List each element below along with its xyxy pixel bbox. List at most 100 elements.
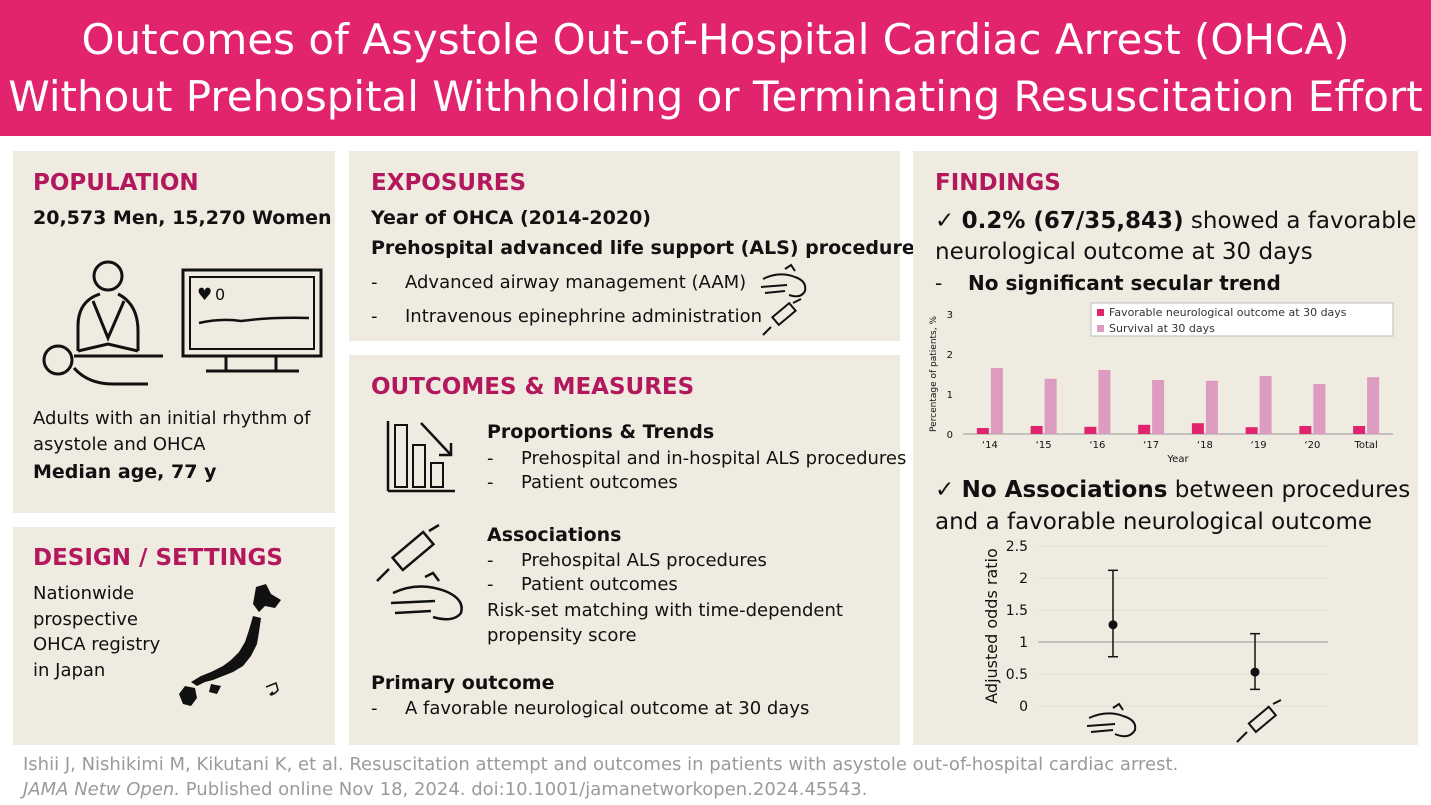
design-line-1: Nationwide (33, 583, 135, 604)
x-tick-label: ‘16 (1089, 440, 1105, 451)
primary-outcome-title: Primary outcome (371, 672, 555, 694)
x-tick-label: ‘18 (1197, 440, 1213, 451)
risk-set-line-2: propensity score (487, 625, 637, 646)
bar-survival (990, 368, 1003, 434)
x-tick-label: Total (1353, 440, 1377, 451)
title-line-2: Without Prehospital Withholding or Termi… (8, 72, 1423, 121)
design-line-3: OHCA registry (33, 634, 161, 655)
legend-swatch (1097, 325, 1104, 332)
outcomes-panel: OUTCOMES & MEASURES Proportions & Trends… (349, 355, 906, 745)
associations-bullet-1: Prehospital ALS procedures (521, 550, 767, 571)
title-banner: Outcomes of Asystole Out-of-Hospital Car… (0, 0, 1431, 136)
x-tick-label: ‘17 (1143, 440, 1159, 451)
monitor-value: 0 (215, 285, 225, 304)
exposures-heading: EXPOSURES (371, 170, 527, 196)
design-line-4: in Japan (33, 660, 106, 681)
syringe-needle (1236, 731, 1248, 743)
exposures-panel: EXPOSURES Year of OHCA (2014-2020) Preho… (349, 151, 926, 341)
x-axis-title: Year (1166, 454, 1189, 465)
svg-text:♥: ♥ (197, 285, 212, 305)
bullet-dash: - (371, 306, 378, 327)
bullet-dash: - (487, 472, 494, 493)
syringe-icon (762, 298, 802, 336)
bar-survival (1098, 370, 1111, 434)
finding-2-line-1: ✓ No Associations between procedures (935, 475, 1410, 505)
exposures-als: Prehospital advanced life support (ALS) … (371, 237, 927, 259)
design-heading: DESIGN / SETTINGS (33, 545, 283, 571)
risk-set-line-1: Risk-set matching with time-dependent (487, 600, 843, 621)
bar-favorable (1084, 426, 1097, 434)
y-axis-title: Percentage of patients, % (929, 316, 939, 432)
y-tick-label: 3 (947, 310, 953, 321)
y-tick-label: 2 (947, 350, 953, 361)
bar-favorable (1030, 426, 1043, 434)
y-tick-label: 0 (1019, 699, 1028, 715)
monitor-icon: ♥ 0 (181, 268, 323, 373)
finding-2-text: between procedures (1167, 477, 1411, 503)
bar-favorable (1245, 427, 1258, 434)
y-tick-label: 1.5 (1006, 603, 1028, 619)
airway-icon (760, 263, 807, 298)
bullet-dash: - (371, 698, 378, 719)
syringe-icon (1236, 699, 1282, 743)
syringe-barrel (1247, 705, 1278, 734)
legend-box (1090, 302, 1394, 337)
y-axis-title: Adjusted odds ratio (982, 548, 1001, 704)
population-counts: 20,573 Men, 15,270 Women (33, 207, 332, 229)
proportions-bullet-2: Patient outcomes (521, 472, 678, 493)
bar-survival (1367, 377, 1380, 434)
bar-survival (1313, 384, 1326, 434)
check-mark: ✓ (935, 208, 955, 234)
citation-journal: JAMA Netw Open. (23, 779, 181, 800)
associations-title: Associations (487, 524, 622, 546)
finding-1-line-2: neurological outcome at 30 days (935, 239, 1313, 265)
airway-icon-tube (1090, 729, 1114, 733)
y-tick-label: 0.5 (1006, 667, 1028, 683)
bar-survival (1259, 376, 1272, 434)
population-panel: POPULATION 20,573 Men, 15,270 Women ♥ 0 … (13, 151, 335, 513)
finding-2-stat: No Associations (961, 477, 1168, 503)
bar-survival (1152, 380, 1165, 434)
odds-ratio-chart: 0 0.5 1 1.5 2 2.5 Adjusted odds ratio (982, 539, 1328, 743)
syringe-airway-icon (376, 523, 463, 621)
exposure-bullet-epinephrine: Intravenous epinephrine administration (405, 306, 763, 327)
title-line-1: Outcomes of Asystole Out-of-Hospital Car… (81, 15, 1350, 64)
bullet-dash: - (935, 271, 943, 295)
airway-icon-tip (1112, 702, 1124, 711)
design-panel: DESIGN / SETTINGS Nationwide prospective… (13, 527, 335, 745)
legend-swatch (1097, 309, 1104, 316)
japan-map-icon (179, 584, 281, 706)
finding-2-line-2: and a favorable neurological outcome (935, 509, 1373, 535)
y-tick-label: 2 (1019, 571, 1028, 587)
bullet-dash: - (487, 550, 494, 571)
airway-icon-shape (1088, 712, 1137, 738)
legend-label: Survival at 30 days (1109, 322, 1215, 335)
bar-survival (1205, 380, 1218, 434)
bar-chart: 0 1 2 3 Percentage of patients, % ‘14 ‘15 ‘16 ‘1… (929, 302, 1394, 465)
bar-favorable (1299, 426, 1312, 434)
outcomes-heading: OUTCOMES & MEASURES (371, 374, 695, 400)
population-heading: POPULATION (33, 170, 199, 196)
bar-favorable (1191, 423, 1204, 434)
exposure-bullet-aam: Advanced airway management (AAM) (405, 272, 747, 293)
syringe-plunger (1272, 699, 1282, 705)
population-desc-line-1: Adults with an initial rhythm of (33, 408, 311, 429)
exposures-year: Year of OHCA (2014-2020) (371, 207, 651, 229)
airway-icon (1086, 702, 1137, 738)
citation-line-2: JAMA Netw Open. Published online Nov 18,… (23, 778, 867, 802)
associations-bullet-2: Patient outcomes (521, 574, 678, 595)
population-desc-line-2: asystole and OHCA (33, 434, 206, 455)
findings-panel: FINDINGS ✓ 0.2% (67/35,843) showed a fav… (913, 151, 1418, 745)
cpr-icon (42, 260, 163, 386)
proportions-title: Proportions & Trends (487, 421, 715, 443)
citation-details: Published online Nov 18, 2024. doi:10.10… (180, 779, 868, 800)
x-tick-label: ‘14 (982, 440, 998, 451)
bar-favorable (1353, 426, 1366, 434)
citation-line-1: Ishii J, Nishikimi M, Kikutani K, et al.… (23, 754, 1179, 775)
legend-label: Favorable neurological outcome at 30 day… (1109, 306, 1347, 319)
airway-icon-tube (1086, 723, 1116, 727)
y-tick-label: 0 (947, 430, 953, 441)
bar-chart-icon (386, 421, 455, 493)
median-age: Median age, 77 y (33, 461, 217, 483)
bar-favorable (1138, 424, 1151, 434)
